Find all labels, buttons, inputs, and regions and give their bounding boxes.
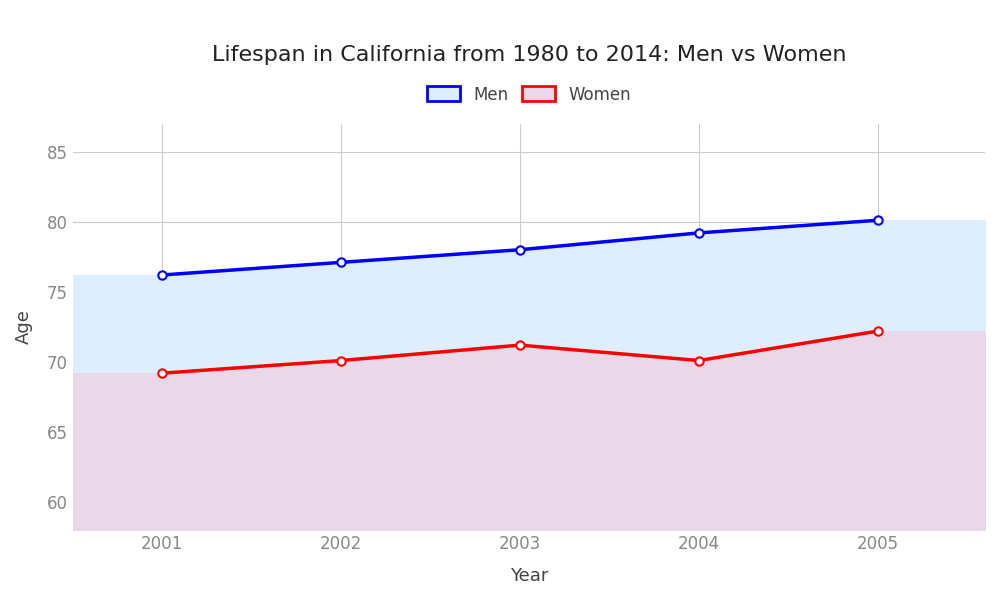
Men [514,246,526,253]
Women [872,328,884,335]
Women [693,357,705,364]
X-axis label: Year: Year [510,567,548,585]
Men [693,229,705,236]
Men [872,217,884,224]
Title: Lifespan in California from 1980 to 2014: Men vs Women: Lifespan in California from 1980 to 2014… [212,45,846,65]
Women [514,341,526,349]
Line: Men: Men [158,216,882,279]
Women [156,370,168,377]
Men [156,271,168,278]
Women [335,357,347,364]
Y-axis label: Age: Age [15,310,33,344]
Men [335,259,347,266]
Line: Women: Women [158,327,882,377]
Legend: Men, Women: Men, Women [420,79,638,110]
